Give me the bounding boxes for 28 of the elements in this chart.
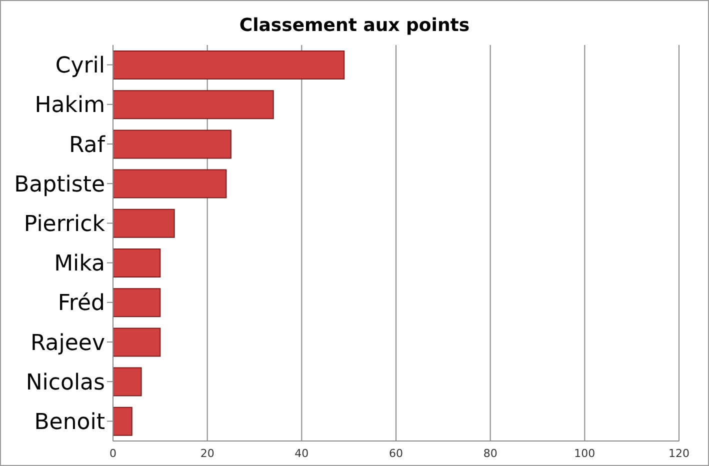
bar	[113, 208, 175, 238]
bar	[113, 328, 161, 357]
y-tick-label: Nicolas	[26, 370, 105, 396]
bar	[113, 367, 142, 396]
y-tick-label: Raf	[68, 132, 106, 158]
bar	[113, 248, 161, 278]
x-tick-label: 60	[389, 446, 403, 460]
y-tick-label: Baptiste	[14, 172, 105, 198]
x-tick-label: 120	[668, 446, 690, 460]
bar	[113, 406, 132, 436]
y-tick-label: Mika	[54, 252, 105, 277]
bar	[113, 169, 227, 198]
y-tick-label: Rajeev	[30, 330, 105, 356]
chart-title: Classement aux points	[238, 14, 471, 38]
bar	[113, 288, 161, 318]
bar	[113, 90, 274, 120]
x-tick-label: 100	[574, 446, 596, 460]
x-tick-label: 20	[200, 446, 214, 460]
y-tick-label: Hakim	[34, 93, 105, 118]
x-tick-label: 40	[294, 446, 309, 460]
y-tick-label: Pierrick	[24, 212, 106, 238]
bar	[113, 50, 345, 80]
bar	[113, 130, 232, 159]
x-tick-label: 80	[483, 446, 498, 460]
y-tick-label: Benoit	[34, 410, 106, 436]
y-tick-label: Cyril	[55, 54, 105, 79]
x-tick-label: 0	[110, 446, 116, 460]
y-tick-label: Fréd	[58, 291, 105, 316]
